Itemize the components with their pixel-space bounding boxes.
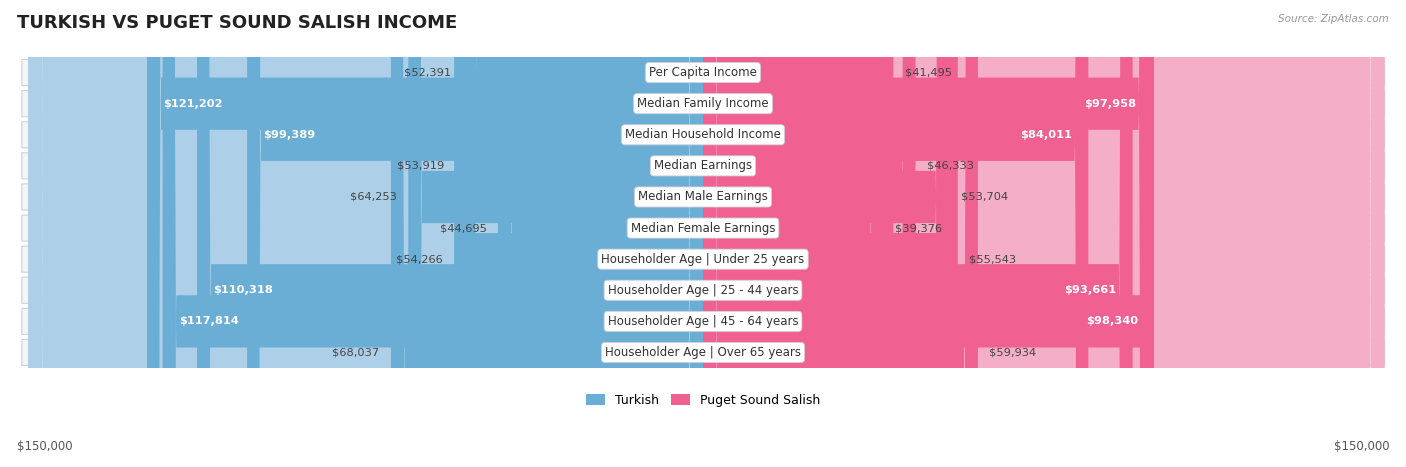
Text: $150,000: $150,000 [17, 440, 73, 453]
FancyBboxPatch shape [148, 0, 703, 467]
FancyBboxPatch shape [703, 0, 1154, 467]
FancyBboxPatch shape [408, 0, 703, 467]
FancyBboxPatch shape [22, 277, 1384, 304]
Text: Median Family Income: Median Family Income [637, 97, 769, 110]
FancyBboxPatch shape [28, 0, 703, 467]
Text: Householder Age | 25 - 44 years: Householder Age | 25 - 44 years [607, 284, 799, 297]
FancyBboxPatch shape [28, 0, 703, 467]
Text: $97,958: $97,958 [1084, 99, 1136, 109]
FancyBboxPatch shape [498, 0, 703, 467]
Text: $121,202: $121,202 [163, 99, 222, 109]
FancyBboxPatch shape [22, 91, 1384, 117]
FancyBboxPatch shape [163, 0, 703, 467]
FancyBboxPatch shape [22, 308, 1384, 334]
FancyBboxPatch shape [22, 122, 1384, 148]
FancyBboxPatch shape [710, 0, 1384, 467]
FancyBboxPatch shape [28, 0, 703, 467]
Text: $53,704: $53,704 [960, 192, 1008, 202]
FancyBboxPatch shape [22, 246, 1384, 272]
FancyBboxPatch shape [28, 0, 703, 467]
FancyBboxPatch shape [456, 0, 703, 467]
FancyBboxPatch shape [391, 0, 703, 467]
Text: $55,543: $55,543 [969, 254, 1017, 264]
FancyBboxPatch shape [703, 0, 915, 467]
Text: Householder Age | 45 - 64 years: Householder Age | 45 - 64 years [607, 315, 799, 328]
Text: $150,000: $150,000 [1333, 440, 1389, 453]
Text: Per Capita Income: Per Capita Income [650, 66, 756, 79]
Text: $46,333: $46,333 [927, 161, 974, 171]
Text: $99,389: $99,389 [263, 130, 315, 140]
FancyBboxPatch shape [703, 0, 1133, 467]
Text: Median Male Earnings: Median Male Earnings [638, 191, 768, 204]
FancyBboxPatch shape [22, 215, 1384, 241]
FancyBboxPatch shape [28, 0, 703, 467]
FancyBboxPatch shape [28, 0, 703, 467]
FancyBboxPatch shape [703, 0, 883, 467]
FancyBboxPatch shape [703, 0, 1153, 467]
Text: $54,266: $54,266 [396, 254, 443, 264]
Text: Median Household Income: Median Household Income [626, 128, 780, 142]
FancyBboxPatch shape [710, 0, 1384, 467]
FancyBboxPatch shape [710, 0, 1384, 467]
Text: $64,253: $64,253 [350, 192, 396, 202]
Text: $59,934: $59,934 [990, 347, 1036, 357]
FancyBboxPatch shape [703, 0, 893, 467]
FancyBboxPatch shape [28, 0, 703, 467]
FancyBboxPatch shape [710, 0, 1384, 467]
FancyBboxPatch shape [710, 0, 1384, 467]
Text: Householder Age | Over 65 years: Householder Age | Over 65 years [605, 346, 801, 359]
Text: $41,495: $41,495 [905, 68, 952, 78]
FancyBboxPatch shape [197, 0, 703, 467]
Text: $117,814: $117,814 [179, 316, 239, 326]
FancyBboxPatch shape [703, 0, 957, 467]
FancyBboxPatch shape [28, 0, 703, 467]
FancyBboxPatch shape [703, 0, 949, 467]
FancyBboxPatch shape [710, 0, 1384, 467]
Text: $98,340: $98,340 [1085, 316, 1137, 326]
Text: TURKISH VS PUGET SOUND SALISH INCOME: TURKISH VS PUGET SOUND SALISH INCOME [17, 14, 457, 32]
Text: $53,919: $53,919 [396, 161, 444, 171]
Text: Median Earnings: Median Earnings [654, 159, 752, 172]
FancyBboxPatch shape [22, 340, 1384, 366]
FancyBboxPatch shape [710, 0, 1384, 467]
FancyBboxPatch shape [710, 0, 1384, 467]
Text: $39,376: $39,376 [896, 223, 942, 233]
Text: $52,391: $52,391 [404, 68, 451, 78]
FancyBboxPatch shape [22, 153, 1384, 179]
Text: $110,318: $110,318 [214, 285, 273, 295]
FancyBboxPatch shape [28, 0, 703, 467]
FancyBboxPatch shape [710, 0, 1384, 467]
Text: $44,695: $44,695 [440, 223, 486, 233]
FancyBboxPatch shape [703, 0, 979, 467]
FancyBboxPatch shape [22, 184, 1384, 210]
FancyBboxPatch shape [703, 0, 1088, 467]
Text: Householder Age | Under 25 years: Householder Age | Under 25 years [602, 253, 804, 266]
FancyBboxPatch shape [710, 0, 1384, 467]
FancyBboxPatch shape [247, 0, 703, 467]
Text: Median Female Earnings: Median Female Earnings [631, 221, 775, 234]
Text: $93,661: $93,661 [1064, 285, 1116, 295]
FancyBboxPatch shape [22, 59, 1384, 85]
Text: $84,011: $84,011 [1021, 130, 1073, 140]
FancyBboxPatch shape [463, 0, 703, 467]
Text: Source: ZipAtlas.com: Source: ZipAtlas.com [1278, 14, 1389, 24]
Legend: Turkish, Puget Sound Salish: Turkish, Puget Sound Salish [581, 389, 825, 411]
FancyBboxPatch shape [454, 0, 703, 467]
Text: $68,037: $68,037 [332, 347, 380, 357]
FancyBboxPatch shape [28, 0, 703, 467]
